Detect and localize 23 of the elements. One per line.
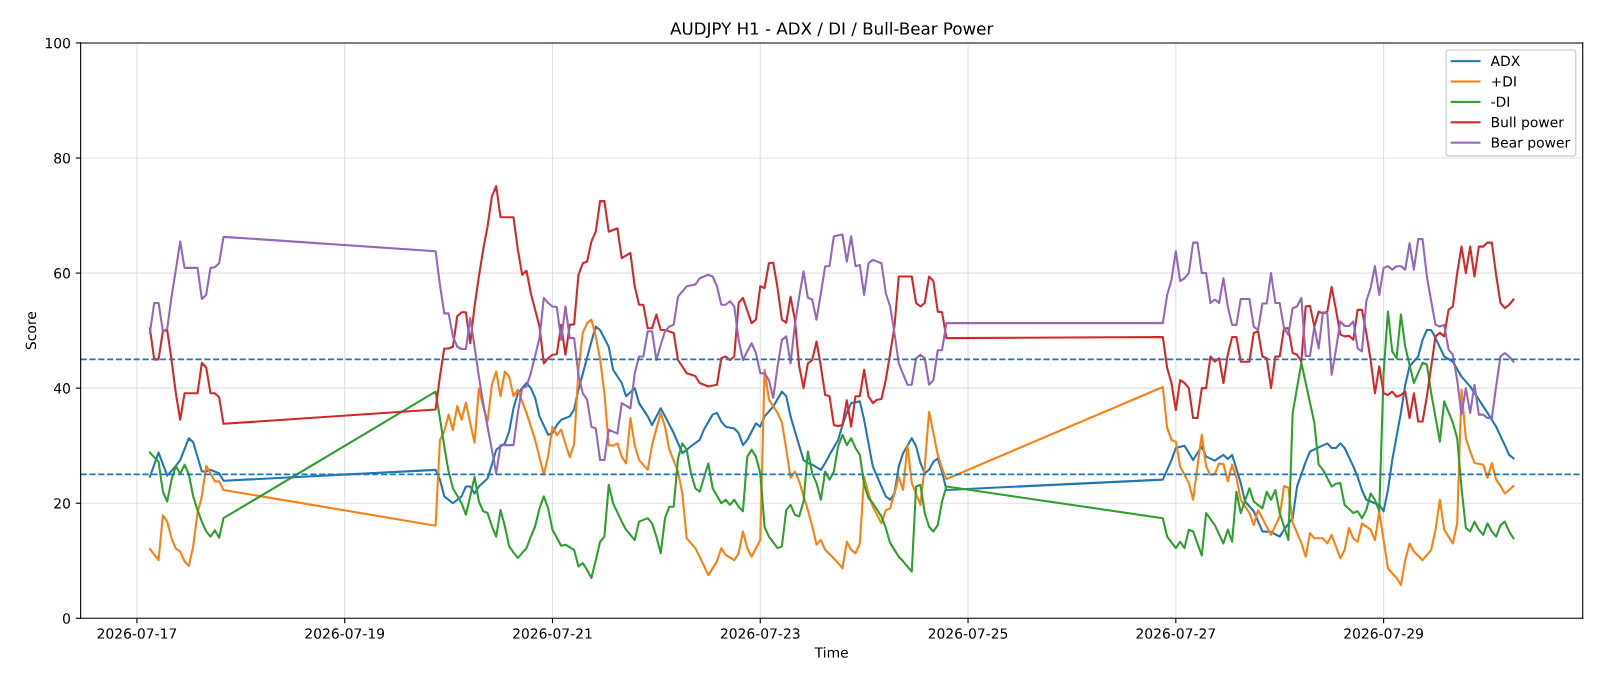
x-tick-label: 2026-07-25 bbox=[928, 628, 1008, 639]
x-tick-label: 2026-07-29 bbox=[1344, 628, 1423, 639]
y-tick-label: 40 bbox=[53, 383, 70, 394]
x-tick-label: 2026-07-17 bbox=[97, 628, 177, 639]
y-tick-label: 20 bbox=[54, 498, 70, 509]
x-axis-title: Time bbox=[814, 647, 848, 658]
y-tick-label: 0 bbox=[63, 613, 70, 624]
line-series bbox=[148, 233, 1515, 475]
y-tick-label: 100 bbox=[45, 37, 70, 49]
legend-label: +DI bbox=[1492, 76, 1516, 87]
legend-label: Bull power bbox=[1491, 116, 1564, 131]
x-tick-label: 2026-07-21 bbox=[513, 628, 592, 639]
legend-label: -DI bbox=[1491, 96, 1510, 107]
x-tick-label: 2026-07-19 bbox=[305, 628, 385, 639]
x-tick-label: 2026-07-23 bbox=[720, 628, 800, 639]
y-axis-title: Score bbox=[25, 311, 37, 350]
legend-label: ADX bbox=[1490, 55, 1520, 66]
chart-title: AUDJPY H1 - ADX / DI / Bull-Bear Power bbox=[670, 21, 994, 38]
line-series bbox=[148, 185, 1515, 428]
y-tick-label: 60 bbox=[54, 268, 70, 279]
y-tick-label: 80 bbox=[54, 152, 70, 164]
x-tick-label: 2026-07-27 bbox=[1136, 628, 1215, 639]
legend-label: Bear power bbox=[1491, 137, 1571, 151]
